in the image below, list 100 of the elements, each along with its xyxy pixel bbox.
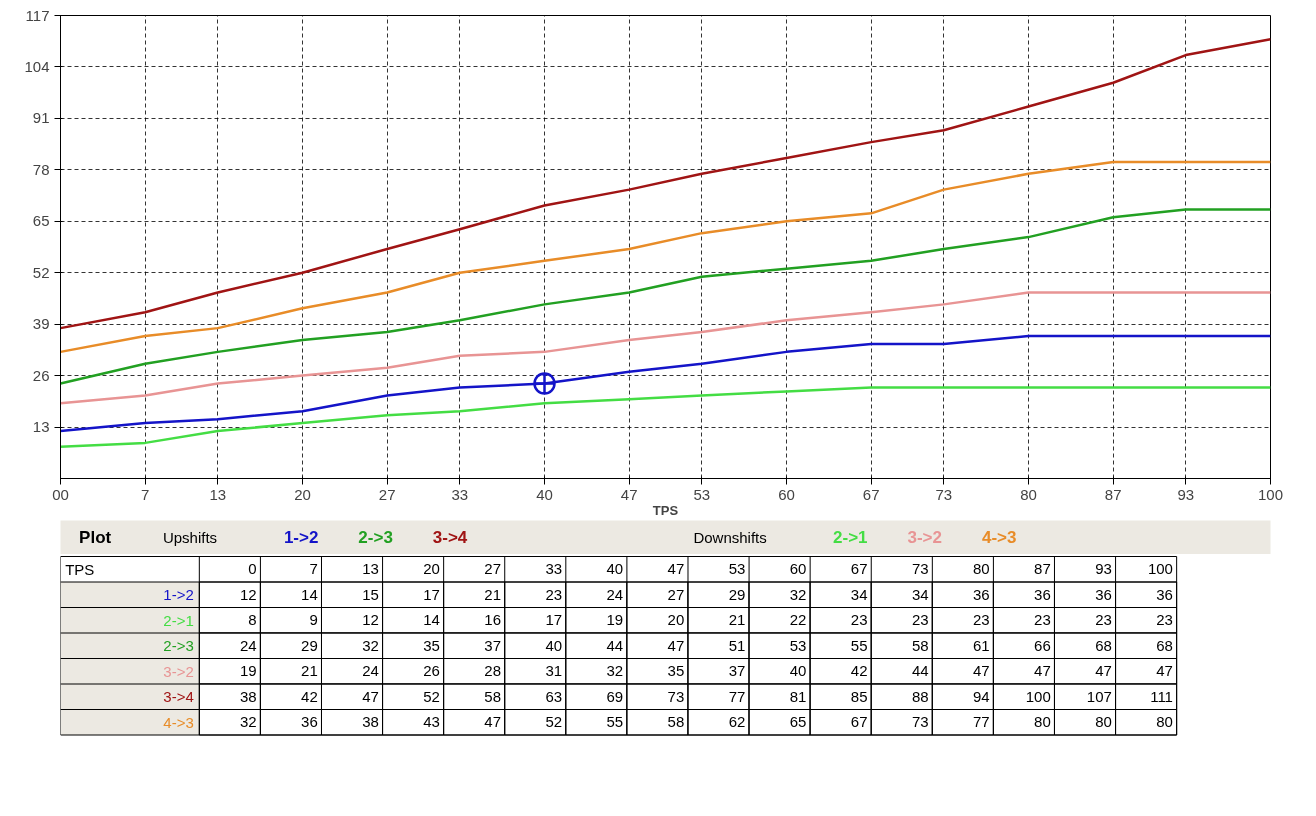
y-tick-label: 3->2 (163, 662, 194, 680)
data-label: 51 (728, 636, 746, 654)
data-label: 36 (1156, 585, 1173, 603)
x-tick-label: 53 (693, 485, 711, 503)
data-label: 34 (850, 585, 868, 603)
data-label: 69 (606, 687, 624, 705)
x-tick-label: 80 (1020, 485, 1037, 503)
data-label: 21 (484, 585, 502, 603)
data-label: 36 (301, 713, 318, 731)
x-tick-label: 00 (52, 485, 69, 503)
x-tick-label: 60 (778, 485, 795, 503)
data-label: 52 (545, 713, 563, 731)
data-label: 24 (606, 585, 624, 603)
text: 4->3 (981, 528, 1017, 547)
x-tick-label: 27 (378, 485, 396, 503)
data-label: 55 (606, 713, 624, 731)
data-label: 53 (789, 636, 807, 654)
data-label: 27 (667, 585, 685, 603)
data-label: 28 (484, 662, 502, 680)
text: Downshifts (693, 529, 767, 546)
x-tick-label: 40 (606, 560, 624, 578)
data-label: 47 (484, 713, 502, 731)
data-label: 29 (301, 636, 318, 654)
y-tick-label: 78 (32, 160, 50, 178)
text: 3->4 (432, 528, 468, 547)
data-label: 16 (484, 611, 502, 629)
data-label: 32 (789, 585, 807, 603)
data-label: 26 (423, 662, 440, 680)
x-tick-label: 13 (209, 485, 227, 503)
text: Upshifts (162, 529, 218, 546)
text: 3->2 (907, 528, 942, 547)
data-label: 21 (728, 611, 746, 629)
x-tick-label: 47 (620, 485, 638, 503)
data-label: 37 (484, 636, 502, 654)
y-tick-label: 26 (32, 366, 50, 384)
data-label: 40 (789, 662, 807, 680)
data-label: 44 (911, 662, 929, 680)
data-label: 14 (301, 585, 318, 603)
data-label: 21 (301, 662, 318, 680)
y-tick-label: 1->2 (163, 586, 194, 604)
data-label: 36 (1034, 585, 1051, 603)
x-tick-label: 67 (862, 485, 880, 503)
data-label: 37 (728, 662, 746, 680)
data-label: 47 (1095, 662, 1112, 680)
data-label: 52 (423, 687, 440, 705)
data-label: 47 (1034, 662, 1051, 680)
x-tick-label: 100 (1257, 485, 1284, 503)
data-label: 23 (1034, 611, 1051, 629)
data-label: 77 (728, 687, 746, 705)
y-tick-label: 52 (32, 263, 50, 281)
data-label: 36 (973, 585, 990, 603)
data-label: 32 (606, 662, 624, 680)
x-tick-label: 80 (973, 560, 990, 578)
data-label: 15 (362, 585, 379, 603)
data-label: 35 (667, 662, 685, 680)
data-label: 47 (973, 662, 990, 680)
data-label: 42 (301, 687, 318, 705)
data-label: 12 (240, 585, 257, 603)
data-label: 73 (667, 687, 685, 705)
data-label: 44 (606, 636, 624, 654)
data-label: 61 (973, 636, 990, 654)
x-tick-label: 67 (850, 560, 868, 578)
x-tick-label: 60 (789, 560, 807, 578)
x-tick-label: 7 (309, 560, 318, 578)
data-label: 107 (1086, 687, 1112, 705)
x-tick-label: 53 (728, 560, 746, 578)
data-label: 9 (309, 611, 318, 629)
x-axis-title: TPS (65, 560, 95, 578)
data-label: 62 (728, 713, 746, 731)
data-label: 23 (1095, 611, 1112, 629)
data-label: 8 (248, 611, 257, 629)
data-label: 100 (1025, 687, 1051, 705)
x-tick-label: 7 (141, 485, 150, 503)
y-tick-label: 104 (24, 57, 50, 75)
data-label: 47 (667, 636, 685, 654)
data-label: 32 (362, 636, 379, 654)
x-tick-label: 87 (1104, 485, 1122, 503)
data-label: 43 (423, 713, 440, 731)
data-label: 12 (362, 611, 379, 629)
data-label: 38 (362, 713, 379, 731)
text: 1->2 (283, 528, 319, 547)
data-label: 32 (240, 713, 257, 731)
data-label: 77 (973, 713, 990, 731)
data-label: 68 (1156, 636, 1173, 654)
data-label: 67 (850, 713, 868, 731)
data-label: 81 (789, 687, 807, 705)
text: 2->3 (358, 528, 393, 547)
data-label: 38 (240, 687, 257, 705)
data-label: 19 (606, 611, 624, 629)
text: 2->1 (833, 528, 868, 547)
x-tick-label: 93 (1095, 560, 1112, 578)
data-label: 73 (911, 713, 929, 731)
data-label: 31 (545, 662, 563, 680)
data-label: 35 (423, 636, 440, 654)
data-label: 23 (1156, 611, 1173, 629)
x-tick-label: 73 (935, 485, 953, 503)
data-label: 58 (667, 713, 685, 731)
x-tick-label: 100 (1147, 560, 1173, 578)
data-label: 47 (362, 687, 379, 705)
y-tick-label: 13 (32, 418, 50, 436)
